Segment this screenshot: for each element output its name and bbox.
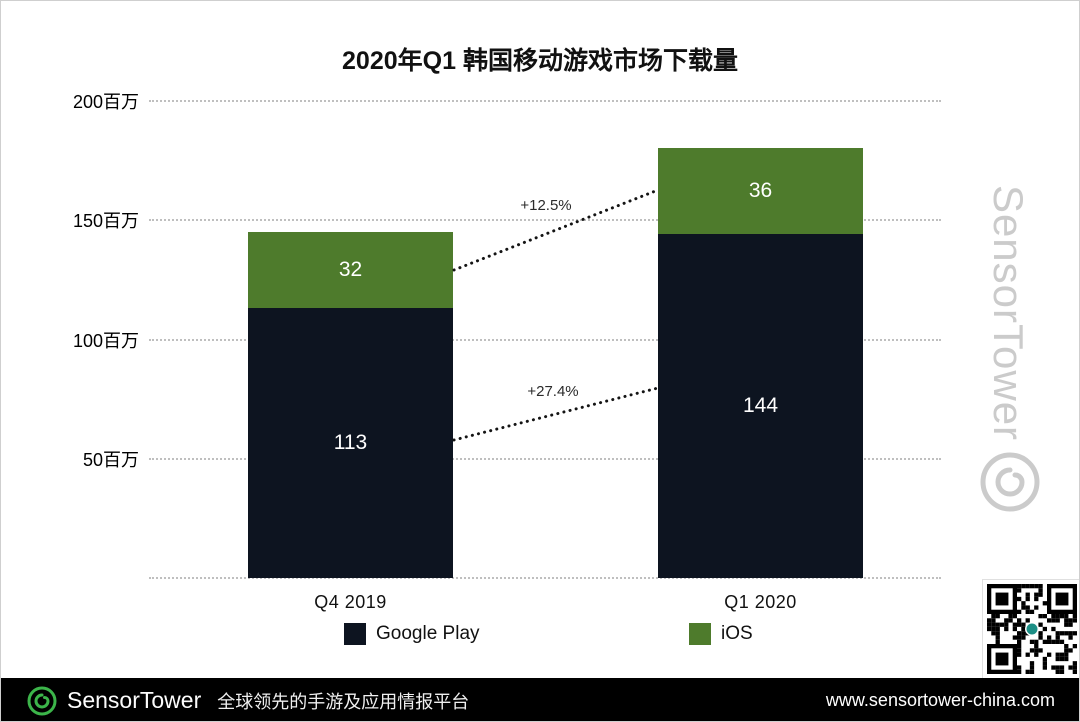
footer-tagline: 全球领先的手游及应用情报平台 xyxy=(217,691,470,712)
growth-label-google-play: +27.4% xyxy=(527,383,578,400)
legend-label-ios: iOS xyxy=(721,623,753,644)
y-axis-tick-label: 200百万 xyxy=(72,92,139,112)
footer: SensorTower 全球领先的手游及应用情报平台 www.sensortow… xyxy=(1,678,1079,721)
bar-value-ios-q4-2019: 32 xyxy=(338,258,363,281)
bar-segment-google-play-q4-2019: 113 xyxy=(248,308,453,578)
y-axis-tick-label: 50百万 xyxy=(82,450,139,470)
growth-label-ios: +12.5% xyxy=(520,197,571,214)
legend-swatch-google-play xyxy=(344,623,366,645)
bar-segment-ios-q1-2020: 36 xyxy=(658,148,863,234)
bar-value-ios-q1-2020: 36 xyxy=(748,179,773,202)
footer-brand: SensorTower xyxy=(67,687,202,713)
bar-value-google-play-q4-2019: 113 xyxy=(333,431,368,454)
legend-swatch-ios xyxy=(689,623,711,645)
growth-line-ios xyxy=(452,188,660,272)
sensortower-logo-icon xyxy=(27,686,57,715)
gridline-200m xyxy=(149,100,941,102)
legend-item-ios: iOS xyxy=(689,622,753,646)
bar-q4-2019: 32 113 xyxy=(248,232,453,578)
baseline xyxy=(149,577,941,579)
y-axis-tick-label: 100百万 xyxy=(72,331,139,351)
bar-value-google-play-q1-2020: 144 xyxy=(742,394,779,417)
bar-segment-google-play-q1-2020: 144 xyxy=(658,234,863,578)
growth-line-google-play xyxy=(452,386,660,442)
qr-code-pattern xyxy=(987,584,1077,674)
sensortower-logo-outline-icon xyxy=(980,452,1040,512)
plot-area: 32 113 36 144 +12.5% +27.4% xyxy=(149,100,941,579)
x-axis-label-q1-2020: Q1 2020 xyxy=(724,592,797,612)
legend-item-google-play: Google Play xyxy=(344,622,480,646)
y-axis-tick-label: 150百万 xyxy=(72,211,139,231)
qr-code xyxy=(982,579,1079,678)
footer-url: www.sensortower-china.com xyxy=(825,690,1055,710)
watermark-text: SensorTower xyxy=(985,184,1032,442)
gridline-100m xyxy=(149,339,941,341)
gridline-50m xyxy=(149,458,941,460)
bar-segment-ios-q4-2019: 32 xyxy=(248,232,453,308)
bar-q1-2020: 36 144 xyxy=(658,148,863,578)
chart-title: 2020年Q1 韩国移动游戏市场下载量 xyxy=(342,47,738,75)
x-axis-label-q4-2019: Q4 2019 xyxy=(314,592,387,612)
legend-label-google-play: Google Play xyxy=(376,623,480,644)
